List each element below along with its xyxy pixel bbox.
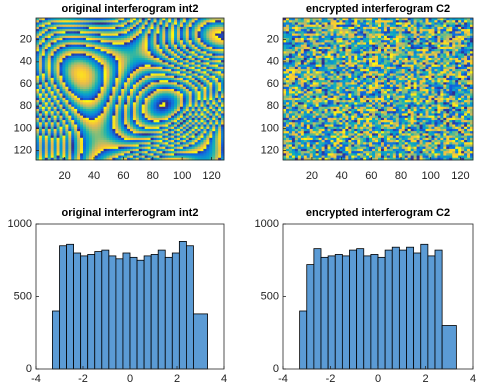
y-tick-label: 80 bbox=[20, 100, 32, 112]
subplot-title: original interferogram int2 bbox=[62, 3, 199, 15]
x-tick-label: 20 bbox=[59, 170, 71, 182]
y-tick-label: 120 bbox=[14, 144, 32, 156]
y-tick-label: 20 bbox=[20, 34, 32, 46]
image bbox=[283, 18, 473, 160]
y-tick-label: 100 bbox=[14, 122, 32, 134]
x-tick-label: 120 bbox=[202, 170, 220, 182]
y-tick-label: 60 bbox=[20, 78, 32, 90]
x-tick-label: 40 bbox=[88, 170, 100, 182]
x-tick-label: 100 bbox=[173, 170, 191, 182]
x-tick-label: 60 bbox=[117, 170, 129, 182]
x-tick-label: 80 bbox=[147, 170, 159, 182]
image bbox=[36, 18, 224, 160]
y-tick-label: 40 bbox=[20, 56, 32, 68]
